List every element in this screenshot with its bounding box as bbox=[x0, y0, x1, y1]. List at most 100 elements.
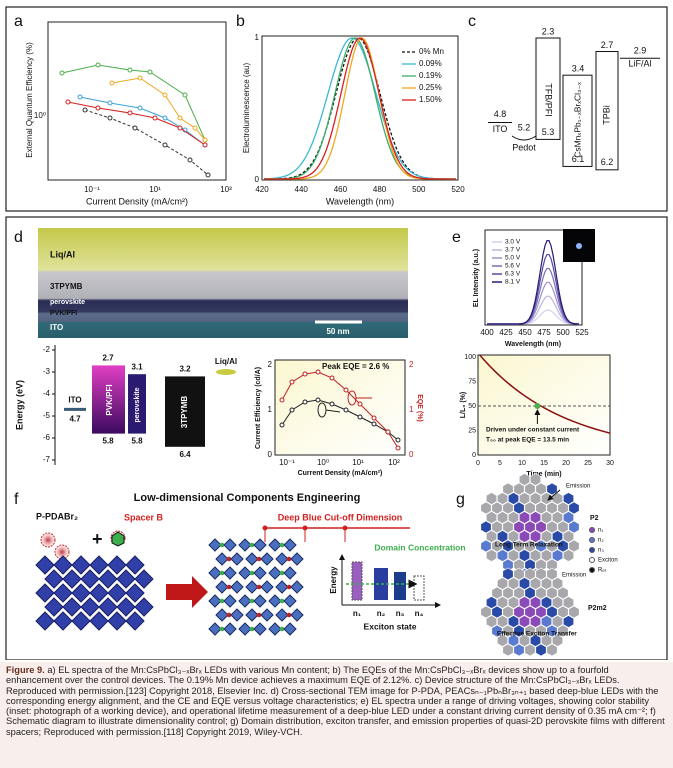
domain-cell bbox=[491, 501, 503, 515]
curve bbox=[263, 37, 457, 180]
domain-cell bbox=[518, 511, 531, 524]
ion bbox=[256, 612, 262, 618]
octahedron bbox=[125, 611, 145, 631]
label: 2.9 bbox=[634, 46, 647, 56]
ion bbox=[256, 584, 262, 590]
domain-cell bbox=[524, 586, 536, 600]
domain-cell bbox=[513, 586, 525, 600]
caption: Figure 9. a) EL spectra of the Mn:CsPbCl… bbox=[0, 662, 673, 768]
octahedron bbox=[283, 622, 297, 636]
state-box bbox=[351, 561, 363, 601]
domain-cell bbox=[502, 605, 514, 619]
octahedron bbox=[230, 552, 244, 566]
marker bbox=[395, 437, 401, 443]
marker bbox=[371, 421, 377, 427]
panel-label: d bbox=[14, 229, 23, 246]
tick-label: 10¹ bbox=[352, 458, 364, 467]
tick-label: -5 bbox=[43, 411, 51, 420]
tick-label: 450 bbox=[518, 328, 532, 337]
domain-cell bbox=[502, 586, 514, 600]
domain-cell bbox=[507, 549, 520, 562]
octahedron bbox=[71, 611, 91, 631]
marker bbox=[357, 401, 363, 407]
panel-title: Low-dimensional Components Engineering bbox=[134, 492, 361, 504]
marker bbox=[132, 125, 138, 131]
label: P-PDABr₂ bbox=[36, 511, 78, 521]
tick-label: 0 bbox=[255, 175, 260, 184]
label: Exciton state bbox=[364, 621, 417, 631]
curve bbox=[479, 354, 611, 434]
tick-label: -7 bbox=[43, 455, 51, 464]
marker bbox=[82, 107, 88, 113]
octahedron bbox=[134, 569, 154, 589]
bracket-dot bbox=[302, 525, 308, 531]
label: P2 bbox=[590, 515, 599, 522]
domain-cell bbox=[540, 511, 553, 524]
domain-cell bbox=[529, 511, 542, 524]
domain-cell bbox=[513, 520, 525, 534]
domain-cell bbox=[540, 615, 553, 628]
domain-cell bbox=[529, 615, 542, 628]
tick-label: 440 bbox=[295, 185, 309, 194]
level-box bbox=[595, 51, 619, 171]
domain-cell bbox=[546, 605, 558, 619]
legend-label: 0.19% bbox=[419, 71, 442, 80]
label: n₃ bbox=[396, 609, 405, 618]
tick-label: 400 bbox=[480, 328, 494, 337]
marker bbox=[315, 369, 321, 375]
domain-cell bbox=[568, 501, 580, 515]
caption-text: a) EL spectra of the Mn:CsPbCl₃₋ₓBrₓ LED… bbox=[6, 665, 665, 737]
label: 4.8 bbox=[494, 109, 507, 119]
tick-label: -2 bbox=[43, 345, 51, 354]
domain-cell bbox=[507, 492, 520, 505]
tick-label: 25 bbox=[468, 427, 476, 434]
marker bbox=[137, 75, 143, 81]
domain-cell bbox=[562, 511, 575, 524]
octahedron bbox=[208, 566, 222, 580]
domain-cell bbox=[496, 511, 509, 524]
bracket-dot bbox=[342, 525, 348, 531]
tick-label: 520 bbox=[451, 185, 465, 194]
domain-cell bbox=[551, 511, 564, 524]
domain-cell bbox=[507, 511, 520, 524]
octahedron bbox=[89, 611, 109, 631]
tem-image bbox=[38, 228, 408, 338]
domain-cell bbox=[551, 577, 564, 590]
axis-title: Current Efficiency (cd/A) bbox=[255, 367, 262, 449]
label: 3.2 bbox=[179, 365, 191, 374]
marker bbox=[289, 407, 295, 413]
marker bbox=[162, 142, 168, 148]
axes-life bbox=[477, 354, 611, 456]
domain-cell bbox=[513, 605, 525, 619]
ion bbox=[286, 612, 292, 618]
label: 5.2 bbox=[518, 122, 531, 132]
tick-label: 10⁻¹ bbox=[279, 458, 295, 467]
panel-label: e bbox=[452, 229, 461, 246]
marker bbox=[302, 371, 308, 377]
octahedron bbox=[275, 608, 289, 622]
octahedron bbox=[53, 611, 73, 631]
marker bbox=[343, 387, 349, 393]
label: ITO bbox=[493, 124, 508, 134]
axis-title: Wavelength (nm) bbox=[505, 341, 561, 348]
panel-label: g bbox=[456, 491, 465, 508]
domain-cell bbox=[507, 634, 520, 647]
marker bbox=[137, 105, 143, 111]
level-line bbox=[511, 135, 537, 141]
domain-cell bbox=[507, 577, 520, 590]
octahedron bbox=[290, 552, 304, 566]
legend-label: 3.0 V bbox=[505, 239, 521, 246]
octahedron bbox=[62, 569, 82, 589]
marker bbox=[187, 157, 193, 163]
domain-cell bbox=[540, 577, 553, 590]
domain-cell bbox=[535, 643, 547, 657]
marker bbox=[202, 137, 208, 143]
level-box bbox=[535, 37, 561, 140]
domain-cell bbox=[485, 596, 498, 609]
annotation: Peak EQE = 2.6 % bbox=[322, 362, 389, 371]
octahedron bbox=[44, 569, 64, 589]
octahedron bbox=[245, 580, 259, 594]
domain-cell bbox=[491, 520, 503, 534]
legend-label: 0% Mn bbox=[419, 47, 444, 56]
label: 4.7 bbox=[69, 415, 81, 424]
